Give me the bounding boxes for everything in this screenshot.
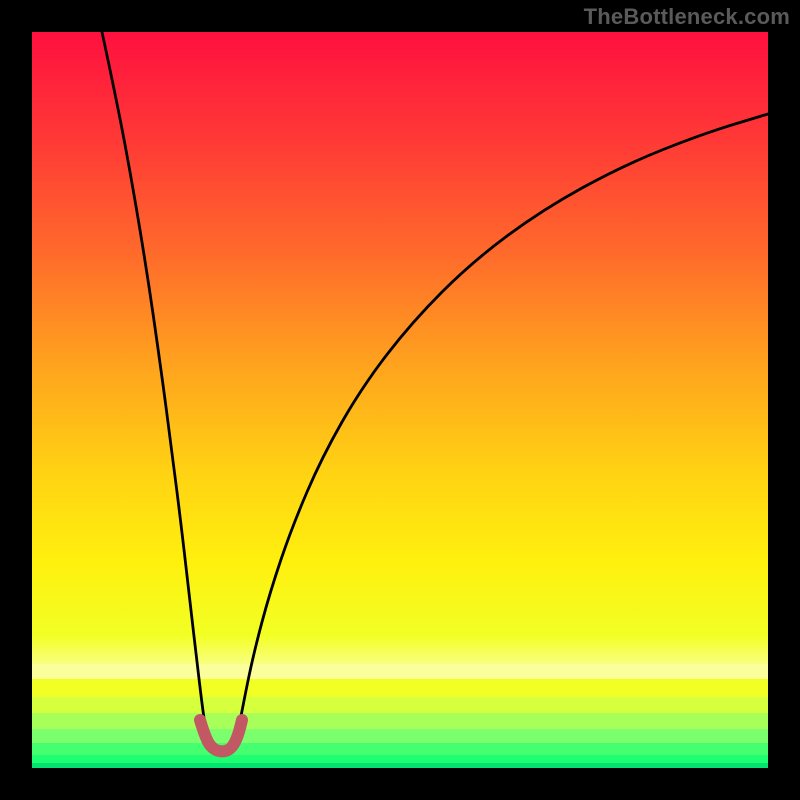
bottom-gradient-bands [32,664,768,768]
plot-background [32,32,768,768]
watermark-text: TheBottleneck.com [584,4,790,30]
bottleneck-chart [32,32,768,768]
chart-frame: TheBottleneck.com [0,0,800,800]
